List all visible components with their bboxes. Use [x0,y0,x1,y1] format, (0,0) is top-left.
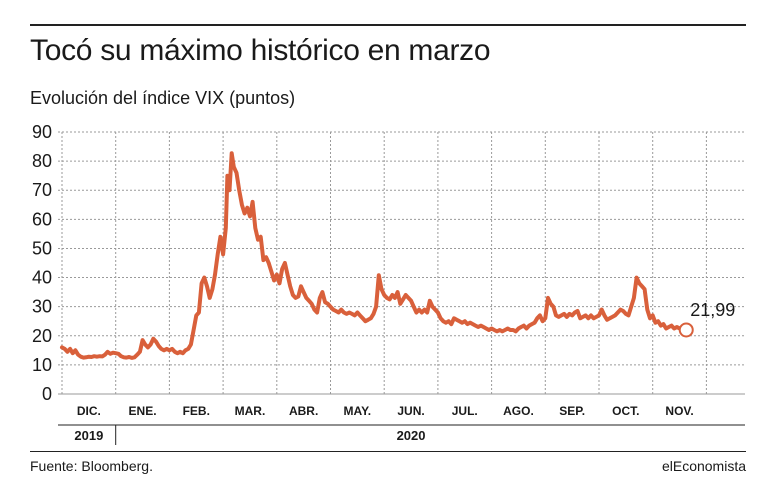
chart-title: Tocó su máximo histórico en marzo [30,34,491,67]
y-tick-label-0: 0 [42,384,52,404]
x-axis: DIC. ENE. FEB. MAR. ABR. MAY. JUN. JUL. AGO. SEP.… [58,404,745,445]
y-tick-label-90: 90 [32,122,52,142]
y-tick-label-80: 80 [32,151,52,171]
x-tick-label: JUL. [452,404,478,418]
source-note: Fuente: Bloomberg. [30,458,153,474]
bottom-rule [30,451,746,452]
x-tick-label: ENE. [129,404,157,418]
year-label: 2020 [397,428,426,443]
x-tick-label: DIC. [77,404,101,418]
x-tick-label: FEB. [183,404,210,418]
grid-layer [58,131,745,395]
chart-subtitle: Evolución del índice VIX (puntos) [30,88,296,108]
top-rule [30,24,746,26]
x-tick-label: ABR. [289,404,318,418]
x-tick-label: JUN. [397,404,424,418]
x-tick-label: MAR. [235,404,266,418]
y-axis: 0 10 20 30 40 50 60 70 80 90 [32,122,52,404]
y-tick-label-20: 20 [32,326,52,346]
x-tick-label: AGO. [503,404,534,418]
y-tick-label-60: 60 [32,209,52,229]
x-tick-label: MAY. [344,404,372,418]
end-point-marker [678,322,694,338]
y-tick-label-70: 70 [32,180,52,200]
y-tick-label-10: 10 [32,355,52,375]
x-tick-label: OCT. [612,404,639,418]
publisher-brand: elEconomista [661,458,746,474]
y-tick-label-50: 50 [32,238,52,258]
end-value-label: 21,99 [690,300,735,320]
year-label: 2019 [74,428,103,443]
series-layer [60,151,694,360]
y-tick-label-40: 40 [32,268,52,288]
vix-series-line [60,151,685,360]
label-layer: 21,99 [690,300,735,320]
x-tick-label: NOV. [665,404,693,418]
y-tick-label-30: 30 [32,297,52,317]
x-tick-label: SEP. [559,404,585,418]
